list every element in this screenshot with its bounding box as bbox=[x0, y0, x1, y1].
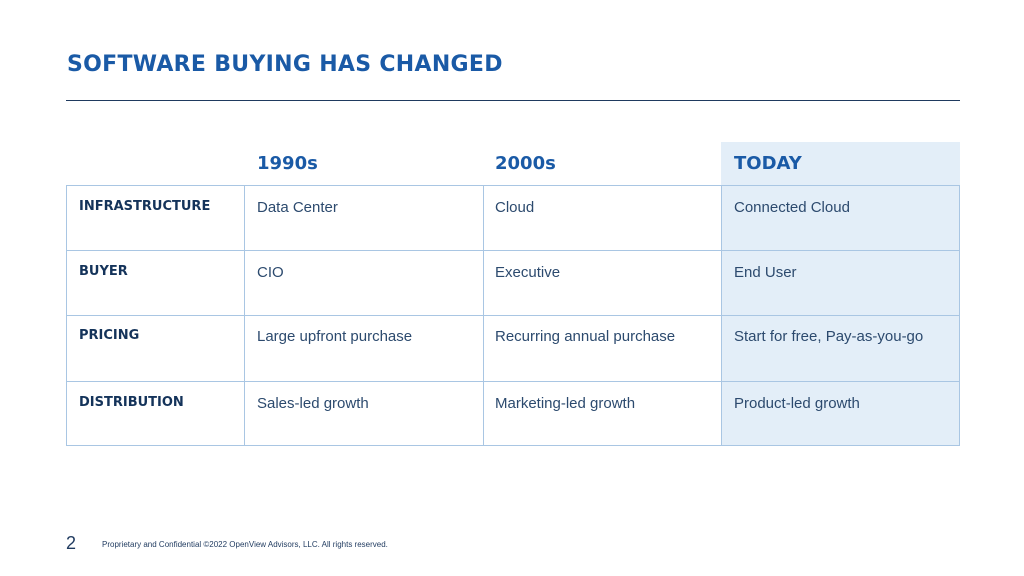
table-border-bottom bbox=[66, 445, 960, 446]
column-header-2000s: 2000s bbox=[495, 153, 556, 174]
table-row-divider bbox=[66, 315, 960, 316]
column-header-today: TODAY bbox=[734, 153, 802, 174]
table-cell: Data Center bbox=[257, 199, 338, 216]
table-cell: End User bbox=[734, 264, 797, 281]
row-label-infrastructure: INFRASTRUCTURE bbox=[79, 199, 211, 214]
table-row-divider bbox=[66, 250, 960, 251]
table-row-divider bbox=[66, 381, 960, 382]
row-label-pricing: PRICING bbox=[79, 328, 140, 343]
table-cell: Recurring annual purchase bbox=[495, 328, 676, 345]
page-number: 2 bbox=[66, 533, 77, 553]
title-divider bbox=[66, 100, 960, 101]
table-cell: Product-led growth bbox=[734, 395, 860, 412]
table-cell: CIO bbox=[257, 264, 284, 281]
table-cell: Sales-led growth bbox=[257, 395, 369, 412]
table-column-divider bbox=[244, 185, 245, 446]
today-column-highlight bbox=[721, 142, 960, 445]
table-cell: Start for free, Pay-as-you-go bbox=[734, 328, 924, 345]
footer-copyright: Proprietary and Confidential ©2022 OpenV… bbox=[102, 540, 388, 549]
column-header-1990s: 1990s bbox=[257, 153, 318, 174]
slide-title: SOFTWARE BUYING HAS CHANGED bbox=[67, 52, 503, 77]
row-label-buyer: BUYER bbox=[79, 264, 128, 279]
table-border-top bbox=[66, 185, 960, 186]
table-column-divider bbox=[721, 185, 722, 446]
table-cell: Large upfront purchase bbox=[257, 328, 413, 345]
table-cell: Executive bbox=[495, 264, 561, 281]
row-label-distribution: DISTRIBUTION bbox=[79, 395, 184, 410]
table-cell: Marketing-led growth bbox=[495, 395, 636, 412]
table-border-right bbox=[959, 185, 960, 446]
table-cell: Cloud bbox=[495, 199, 535, 216]
table-cell: Connected Cloud bbox=[734, 199, 850, 216]
table-column-divider bbox=[483, 185, 484, 446]
table-border-left bbox=[66, 185, 67, 446]
